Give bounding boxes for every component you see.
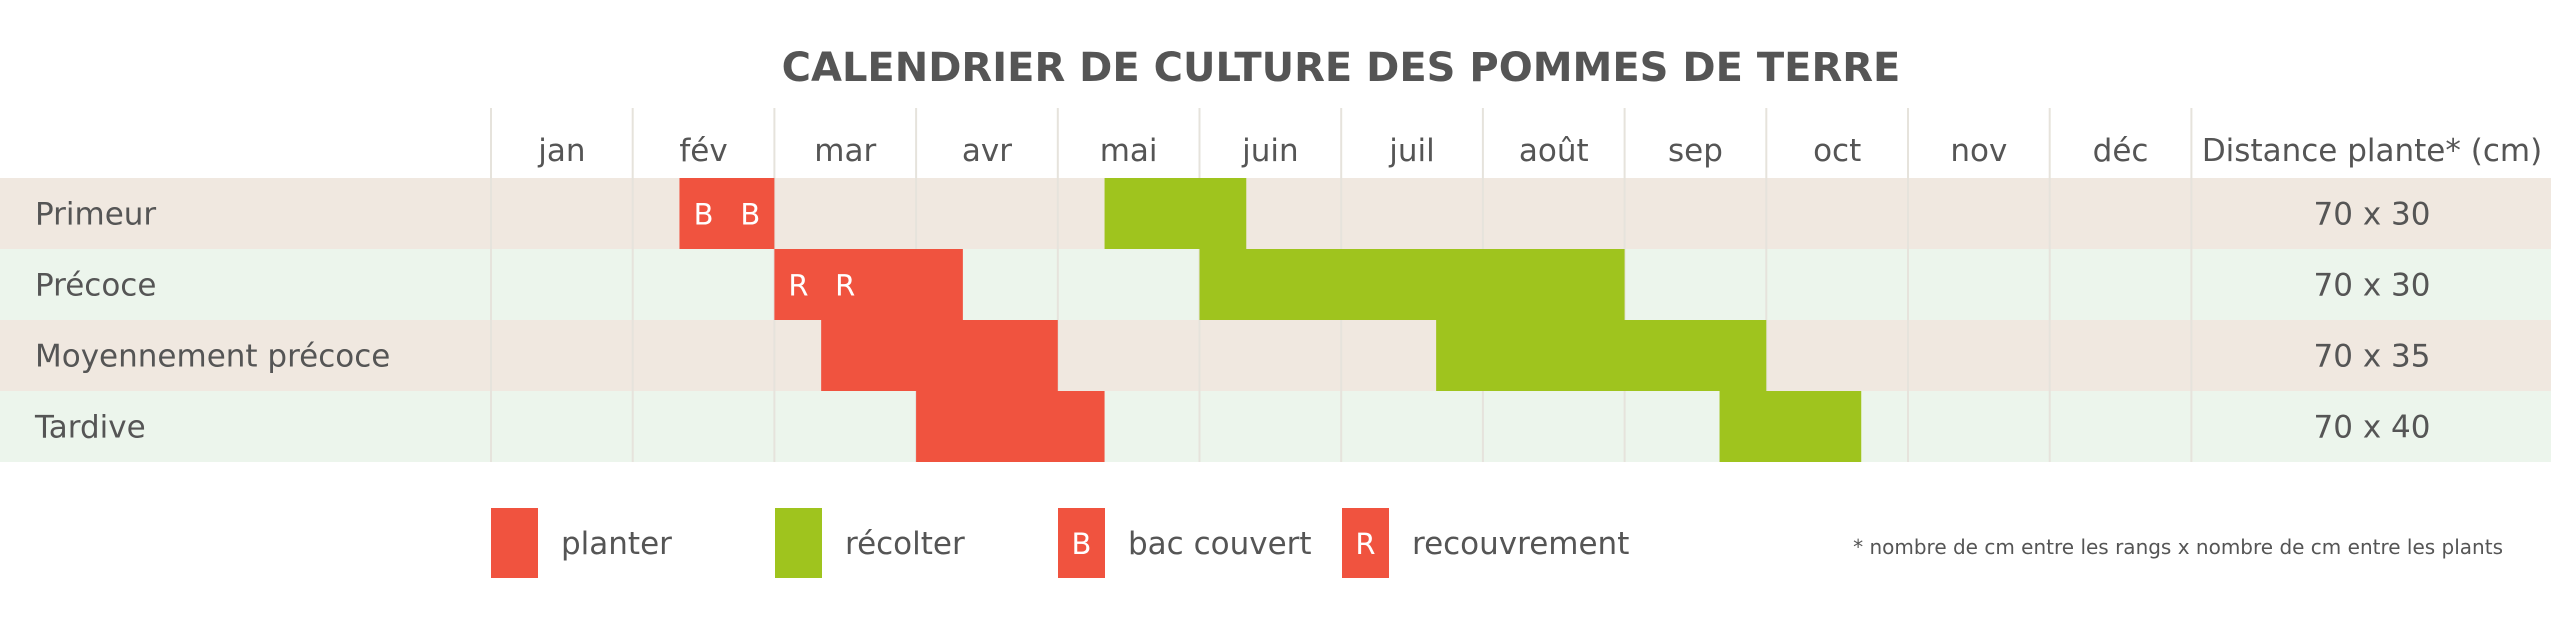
legend-swatch bbox=[1058, 508, 1105, 578]
month-label: fév bbox=[679, 133, 727, 169]
row-distance: 70 x 30 bbox=[2314, 268, 2431, 304]
marker-letter: R bbox=[835, 269, 855, 303]
month-label: juil bbox=[1388, 133, 1435, 169]
month-label: juin bbox=[1241, 133, 1299, 169]
row-distance: 70 x 40 bbox=[2314, 410, 2431, 446]
legend-label: bac couvert bbox=[1128, 526, 1312, 562]
row-label: Précoce bbox=[35, 268, 156, 304]
row-background bbox=[0, 178, 2551, 249]
legend-swatch bbox=[775, 508, 822, 578]
month-label: sep bbox=[1668, 133, 1723, 169]
row-labels: Primeur 70 x 30 Précoce 70 x 30 Moyennement … bbox=[34, 197, 2430, 446]
marker-letter: R bbox=[788, 269, 808, 303]
legend-swatch bbox=[491, 508, 538, 578]
row-label: Tardive bbox=[34, 410, 146, 446]
legend-swatch-letter: B bbox=[1072, 527, 1092, 561]
legend-swatch-letter: R bbox=[1355, 527, 1375, 561]
legend-swatch bbox=[1342, 508, 1389, 578]
row-background bbox=[0, 391, 2551, 462]
month-label: nov bbox=[1950, 133, 2007, 169]
plant-bar bbox=[916, 391, 1105, 462]
row-distance: 70 x 30 bbox=[2314, 197, 2431, 233]
plant-bar bbox=[679, 178, 775, 249]
bars: B B R R bbox=[679, 178, 1862, 462]
plant-bar bbox=[821, 320, 1058, 391]
month-label: déc bbox=[2093, 133, 2149, 169]
month-label: mar bbox=[814, 133, 876, 169]
row-background bbox=[0, 320, 2551, 391]
row-label: Moyennement précoce bbox=[35, 339, 390, 375]
harvest-bar bbox=[1436, 320, 1767, 391]
legend-label: planter bbox=[561, 526, 672, 562]
marker-letter: B bbox=[740, 198, 760, 232]
harvest-bar bbox=[1199, 249, 1625, 320]
harvest-bar bbox=[1104, 178, 1247, 249]
chart-title: CALENDRIER DE CULTURE DES POMMES DE TERR… bbox=[782, 45, 1901, 91]
row-distance: 70 x 35 bbox=[2314, 339, 2431, 375]
month-label: août bbox=[1519, 133, 1589, 169]
month-label: mai bbox=[1100, 133, 1158, 169]
month-label: oct bbox=[1813, 133, 1861, 169]
month-label: avr bbox=[962, 133, 1012, 169]
legend-label: récolter bbox=[845, 526, 965, 562]
distance-header: Distance plante* (cm) bbox=[2202, 133, 2542, 169]
plant-bar bbox=[774, 249, 963, 320]
footnote: * nombre de cm entre les rangs x nombre … bbox=[1853, 535, 2503, 559]
month-headers: jan fév mar avr mai juin juil août sep oct nov déc bbox=[537, 133, 2148, 169]
legend-label: recouvrement bbox=[1412, 526, 1629, 562]
month-label: jan bbox=[537, 133, 585, 169]
row-label: Primeur bbox=[35, 197, 156, 233]
marker-letter: B bbox=[694, 198, 714, 232]
harvest-bar bbox=[1719, 391, 1862, 462]
